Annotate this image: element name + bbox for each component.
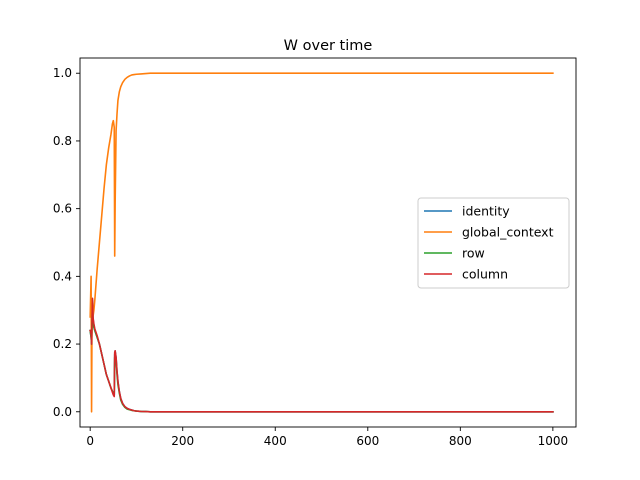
y-axis-ticks: 0.0 0.2 0.4 0.6 0.8 1.0 (53, 66, 80, 419)
y-tick-label: 1.0 (53, 66, 72, 80)
legend-box (417, 197, 570, 289)
y-tick-label: 0.8 (53, 134, 72, 148)
x-tick-label: 0 (86, 434, 94, 448)
x-tick-label: 1000 (538, 434, 569, 448)
legend-label-global-context: global_context (462, 225, 554, 240)
legend-label-row: row (462, 246, 485, 261)
x-tick-label: 600 (356, 434, 379, 448)
x-tick-label: 400 (264, 434, 287, 448)
x-tick-label: 800 (449, 434, 472, 448)
series-line-column (89, 297, 554, 413)
y-tick-label: 0.0 (53, 405, 72, 419)
x-tick-label: 200 (171, 434, 194, 448)
legend-label-identity: identity (462, 204, 510, 219)
legend-label-column: column (462, 267, 508, 282)
chart-title: W over time (284, 38, 373, 54)
series-lines (89, 72, 554, 413)
y-tick-label: 0.2 (53, 337, 72, 351)
x-axis-ticks: 0 200 400 600 800 1000 (86, 427, 568, 448)
plot-frame (79, 57, 577, 428)
y-tick-label: 0.4 (53, 269, 72, 283)
y-tick-label: 0.6 (53, 202, 72, 216)
series-line-global-context (89, 72, 554, 413)
